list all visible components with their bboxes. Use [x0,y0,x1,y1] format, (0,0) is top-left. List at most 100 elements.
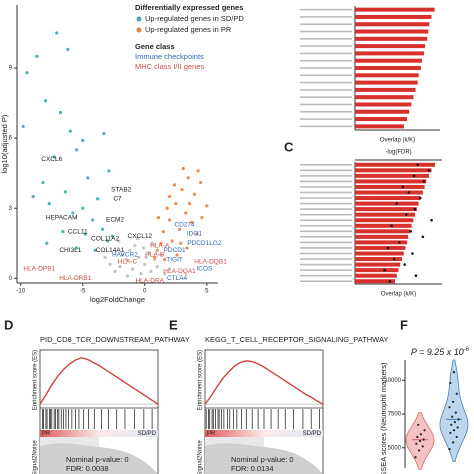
gene-label: IDO1 [187,231,203,238]
metric-label: Signal2Noise [33,440,39,474]
point [144,255,148,259]
gene-label: PDCD1LG2 [187,240,222,247]
point [136,255,141,259]
point [43,99,48,103]
point [163,272,167,276]
bar [355,73,419,78]
label-placeholder [300,180,352,183]
fdr-dot [421,235,425,239]
gene-label: CHI3L1 [59,247,81,254]
point [25,71,29,75]
bar [355,124,404,129]
label-placeholder [300,16,352,18]
left-label: PR [42,431,51,437]
class-label: Immune checkpoints [135,52,204,61]
point [146,251,151,255]
point [187,201,192,206]
point [83,232,87,236]
fdr-dot [416,163,419,167]
bar [355,29,429,34]
gene-label: C7 [113,196,122,203]
label-placeholder [300,274,352,277]
bar [355,179,427,184]
point [170,239,174,243]
label-placeholder [300,191,352,194]
fdr-dot [392,257,396,261]
point [71,211,75,215]
point [86,176,90,180]
fdr-dot [403,263,406,266]
label-placeholder [300,202,352,205]
point [423,429,426,432]
point [74,246,79,250]
gene-label: PDCD1 [164,247,186,254]
gene-label: HLA-DQA1 [163,268,196,275]
stat-label: Nominal p-value: 0 [66,455,129,464]
point [61,230,65,234]
fdr-dot [412,174,416,178]
label-placeholder [300,219,352,222]
fdr-dot [422,180,426,183]
bar [355,184,425,189]
gene-label: HEPACAM [46,214,78,221]
point [159,241,163,245]
ranked-metric-top [205,437,264,447]
legend-swatch [136,16,142,22]
point [117,239,121,243]
legend-swatch [136,27,142,33]
point [113,269,117,273]
point [174,201,178,206]
point [155,265,159,269]
y-axis-label: Enrichment score (ES) [198,350,204,410]
class-title: Gene class [135,42,175,51]
point [448,406,451,409]
point [156,215,161,220]
fdr-dot [395,202,399,205]
point [41,180,45,185]
bar [355,251,404,256]
point [457,418,460,421]
fdr-dot [386,246,390,250]
bar [355,7,435,12]
fdr-dot [430,218,433,222]
point [103,255,107,259]
label-placeholder [300,163,352,166]
point [453,421,456,424]
legend-label: Up-regulated genes in SD/PD [145,14,244,23]
label-placeholder [300,280,352,283]
gene-label: CXCL12 [128,233,153,240]
point [130,267,134,271]
gene-label: ECM2 [106,217,124,224]
gene-label: HLA-B [145,252,164,259]
point [133,244,137,248]
bar [355,262,401,267]
bar [355,14,432,19]
x-tick-label: -5 [80,289,86,295]
y-tick-label: 9 [9,66,13,72]
fdr-dot [405,213,408,216]
bar [355,168,432,173]
gene-label: COL11A2 [91,235,119,242]
panel-letter: C [284,139,294,154]
point [418,439,422,443]
gene-label: CCL11 [68,228,88,235]
bar [355,44,426,49]
x-axis-label: log2FoldChange [90,295,145,304]
label-placeholder [300,213,352,216]
point [52,155,56,159]
fdr-dot [401,185,405,189]
point [454,411,457,414]
gene-label: HLA-DRA [135,277,164,284]
left-label: PR [207,431,216,437]
x-tick-label: -10 [16,289,25,295]
y-tick-label: 3 [9,206,13,212]
point [153,258,157,262]
point [421,445,424,448]
gene-label: TIGIT [166,256,183,263]
label-placeholder [300,74,352,77]
fdr-dot [409,230,412,233]
label-placeholder [300,96,352,98]
point [418,449,421,452]
bar [355,273,397,278]
point [120,253,125,257]
